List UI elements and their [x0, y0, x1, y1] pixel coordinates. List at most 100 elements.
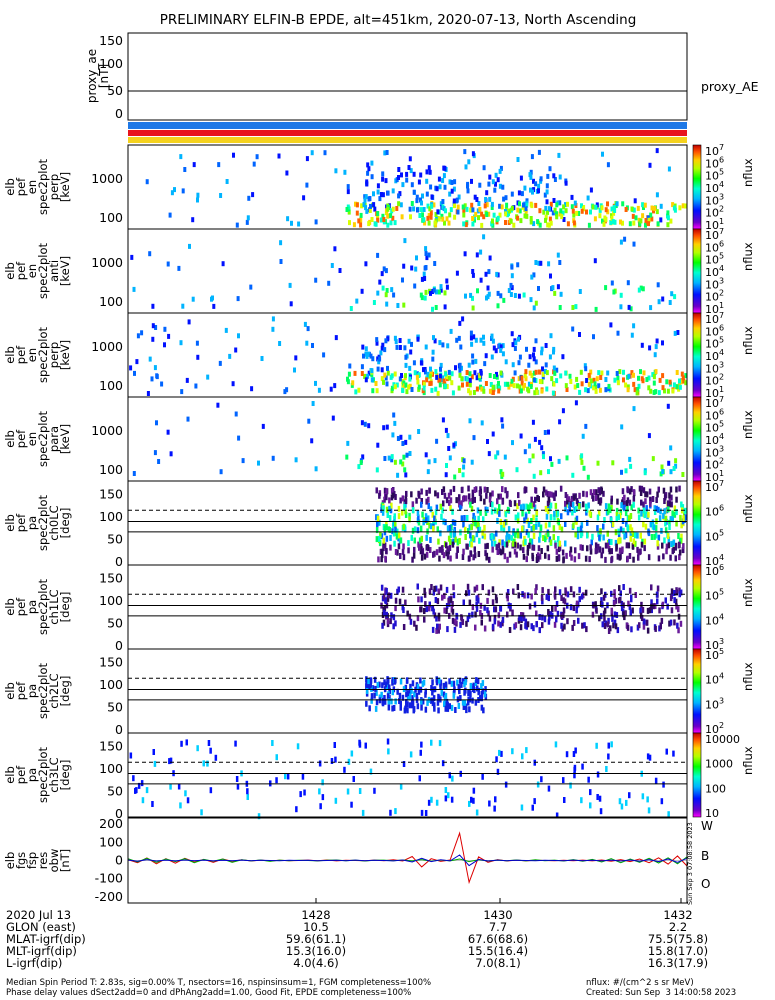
pitch-panel-4-pixel — [257, 813, 261, 820]
energy-panel-2-pixel — [530, 274, 534, 280]
pitch-panel-1-pixel — [385, 548, 388, 554]
energy-panel-1-pixel — [196, 197, 199, 203]
pitch-panel-2-pixel — [541, 614, 544, 621]
energy-panel-1-pixel — [410, 201, 414, 206]
pitch-panel-1-pixel — [535, 517, 538, 524]
energy-panel-1-pixel — [619, 219, 622, 225]
energy-panel-2-pixel — [502, 297, 506, 303]
pitch-panel-1-pixel — [477, 527, 480, 533]
pitch-panel-2-pixel — [475, 584, 479, 591]
pitch-panel-1-pixel — [682, 543, 685, 550]
energy-panel-4-pixel — [166, 429, 170, 435]
energy-panel-3-pixel — [136, 333, 140, 339]
pitch-panel-1-pixel — [399, 553, 402, 559]
pitch-panel-1-pixel — [390, 487, 394, 494]
energy-panel-3-pixel — [655, 338, 659, 344]
pitch-panel-1-pixel — [648, 488, 652, 495]
pitch-panel-3-pixel — [421, 680, 425, 687]
energy-panel-2-pixel — [427, 252, 431, 258]
pitch-panel-1-tick: 0 — [115, 554, 123, 569]
pitch-panel-4-pixel — [168, 758, 171, 765]
pitch-panel-3-pixel — [383, 698, 387, 705]
pitch-panel-1-pixel — [479, 486, 482, 493]
energy-panel-3-pixel — [682, 378, 686, 384]
pitch-panel-1-pixel — [511, 540, 515, 547]
pitch-panel-2-pixel — [675, 587, 678, 594]
pitch-panel-3-pixel — [461, 699, 465, 706]
energy-panel-4-pixel — [331, 415, 335, 421]
pitch-panel-1-colorbar-unit: nflux — [741, 494, 755, 523]
energy-panel-3-pixel — [597, 370, 601, 376]
pitch-panel-2-pixel — [459, 621, 462, 628]
pitch-panel-3-pixel — [445, 698, 449, 705]
energy-panel-2-pixel — [610, 280, 614, 286]
energy-panel-3-pixel — [385, 381, 389, 387]
pitch-panel-2-pixel — [416, 615, 420, 622]
energy-panel-3-pixel — [594, 384, 597, 390]
energy-panel-1-pixel — [355, 202, 359, 208]
energy-panel-4-pixel — [404, 439, 408, 445]
energy-panel-1-pixel — [415, 198, 419, 204]
pitch-panel-1-pixel — [529, 538, 532, 545]
energy-panel-4-pixel — [408, 451, 412, 456]
pitch-panel-1-pixel — [623, 533, 626, 540]
pitch-panel-4-pixel — [180, 740, 183, 747]
pitch-panel-4-pixel — [660, 798, 664, 805]
pitch-panel-1-pixel — [380, 556, 383, 563]
pitch-panel-2-ylabel-line: elb — [3, 598, 17, 616]
pitch-panel-1-pixel — [567, 496, 571, 503]
pitch-panel-1-pixel — [459, 504, 462, 511]
pitch-panel-1-pixel — [657, 506, 660, 513]
pitch-panel-2-pixel — [390, 612, 393, 619]
energy-panel-4-ylabel-line: en — [25, 432, 39, 446]
pitch-panel-3-pixel — [420, 698, 423, 705]
pitch-panel-1-pixel — [397, 543, 401, 550]
energy-panel-3-pixel — [150, 376, 154, 382]
energy-panel-2-pixel — [619, 239, 623, 245]
energy-panel-1-pixel — [473, 214, 477, 220]
pitch-panel-3-pixel — [456, 679, 459, 686]
energy-panel-2-pixel — [249, 284, 253, 290]
pitch-panel-1-pixel — [684, 514, 687, 521]
pitch-panel-4-pixel — [321, 779, 324, 786]
pitch-panel-1-pixel — [621, 488, 625, 495]
energy-panel-1-pixel — [372, 202, 376, 208]
energy-panel-1-pixel — [558, 211, 562, 217]
ephemeris-label: L-igrf(dip) — [6, 956, 63, 970]
pitch-panel-1-pixel — [675, 509, 678, 516]
energy-panel-1-pixel — [348, 220, 351, 226]
pitch-panel-1-pixel — [429, 547, 432, 553]
pitch-panel-1-pixel — [504, 511, 508, 518]
pitch-panel-1-pixel — [678, 554, 681, 561]
pitch-panel-3-ylabel-line: pef — [14, 681, 28, 700]
pitch-panel-1-pixel — [618, 512, 622, 519]
energy-panel-3-pixel — [438, 382, 442, 388]
pitch-panel-2-pixel — [603, 623, 607, 629]
energy-panel-2-pixel — [445, 278, 449, 284]
pitch-panel-1-pixel — [630, 527, 634, 534]
energy-panel-3-pixel — [370, 368, 374, 374]
pitch-panel-1-pixel — [479, 509, 482, 516]
pitch-panel-2-pixel — [479, 610, 482, 616]
pitch-panel-1-pixel — [558, 540, 562, 547]
energy-panel-2-pixel — [236, 296, 240, 302]
energy-panel-1-pixel — [643, 202, 647, 208]
energy-panel-4-pixel — [417, 429, 421, 434]
pitch-panel-3-pixel — [370, 693, 374, 700]
pitch-panel-2-pixel — [509, 603, 512, 610]
pitch-panel-4-pixel — [563, 797, 566, 803]
pitch-panel-2-pixel — [585, 626, 588, 633]
energy-panel-3-pixel — [622, 369, 625, 375]
pitch-panel-2-pixel — [563, 623, 566, 630]
energy-panel-3-pixel — [578, 389, 582, 395]
energy-panel-3-pixel — [527, 362, 531, 368]
energy-panel-3-pixel — [497, 380, 500, 386]
pitch-panel-3-pixel — [388, 695, 391, 701]
pitch-panel-1-pixel — [615, 507, 619, 514]
pitch-panel-1-pixel — [620, 502, 623, 509]
pitch-panel-2-pixel — [447, 597, 450, 604]
energy-panel-2: 1000100elbpefenspec2plotanti[keV]1071061… — [3, 227, 755, 316]
pitch-panel-1-pixel — [513, 548, 517, 555]
pitch-panel-2-pixel — [564, 587, 567, 594]
